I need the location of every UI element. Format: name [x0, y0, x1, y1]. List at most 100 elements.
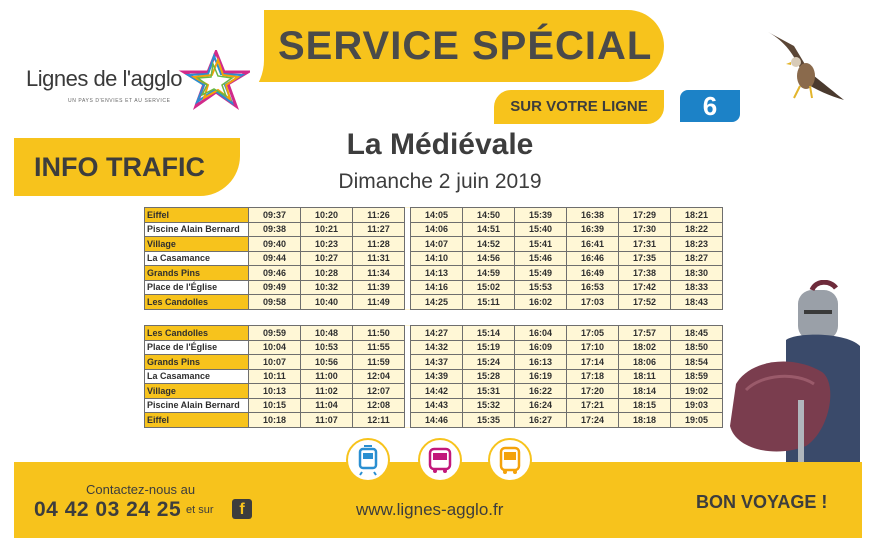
departure-time: 17:30 [618, 221, 671, 237]
website-link[interactable]: www.lignes-agglo.fr [356, 500, 504, 519]
stop-name: Grands Pins [144, 354, 249, 370]
timetable-outbound: Eiffel 09:37 10:20 11:26 14:05 14:50 15:39 16:3… [144, 207, 723, 310]
departure-time: 09:38 [248, 221, 301, 237]
line-number-badge: 6 [680, 90, 740, 122]
stop-name: Grands Pins [144, 265, 249, 281]
departure-time: 09:59 [248, 325, 301, 341]
eagle-illustration [768, 32, 844, 100]
departure-time: 17:20 [566, 383, 619, 399]
knight-illustration [730, 280, 860, 462]
departure-time: 18:02 [618, 339, 671, 355]
departure-time: 18:22 [670, 221, 723, 237]
departure-time: 11:31 [352, 250, 405, 266]
contact-label: Contactez-nous au [86, 482, 196, 497]
departure-time: 16:38 [566, 207, 619, 223]
departure-time: 17:38 [618, 265, 671, 281]
table-row: La Casamance 10:11 11:00 12:04 14:39 15:28 16:… [144, 368, 723, 384]
departure-time: 14:43 [410, 397, 463, 413]
departure-time: 11:34 [352, 265, 405, 281]
page-title: SERVICE SPÉCIAL [278, 24, 653, 68]
phone-number[interactable]: 04 42 03 24 25 [34, 498, 182, 521]
event-date: Dimanche 2 juin 2019 [338, 170, 542, 193]
departure-time: 18:11 [618, 368, 671, 384]
departure-time: 18:15 [618, 397, 671, 413]
departure-time: 14:13 [410, 265, 463, 281]
logo[interactable]: Lignes de l'agglo UN PAYS D'ENVIES ET AU… [14, 10, 264, 110]
departure-time: 17:10 [566, 339, 619, 355]
departure-time: 14:39 [410, 368, 463, 384]
departure-time: 17:29 [618, 207, 671, 223]
departure-time: 14:37 [410, 354, 463, 370]
departure-time: 17:35 [618, 250, 671, 266]
departure-time: 14:05 [410, 207, 463, 223]
departure-time: 14:25 [410, 294, 463, 310]
departure-time: 11:00 [300, 368, 353, 384]
departure-time: 10:20 [300, 207, 353, 223]
departure-time: 16:02 [514, 294, 567, 310]
coach-icon [488, 438, 532, 482]
departure-time: 15:32 [462, 397, 515, 413]
departure-time: 18:33 [670, 279, 723, 295]
departure-time: 18:50 [670, 339, 723, 355]
departure-time: 15:49 [514, 265, 567, 281]
stop-name: Eiffel [144, 412, 249, 428]
departure-time: 15:19 [462, 339, 515, 355]
departure-time: 12:07 [352, 383, 405, 399]
departure-time: 11:49 [352, 294, 405, 310]
et-sur-label: et sur [186, 504, 214, 516]
departure-time: 17:05 [566, 325, 619, 341]
departure-time: 15:28 [462, 368, 515, 384]
table-row: Les Candolles 09:58 10:40 11:49 14:25 15:11 16… [144, 294, 723, 310]
departure-time: 10:28 [300, 265, 353, 281]
star-logo-icon [178, 50, 250, 110]
departure-time: 09:46 [248, 265, 301, 281]
departure-time: 15:31 [462, 383, 515, 399]
stop-name: Piscine Alain Bernard [144, 397, 249, 413]
departure-time: 18:54 [670, 354, 723, 370]
departure-time: 14:07 [410, 236, 463, 252]
stop-name: Piscine Alain Bernard [144, 221, 249, 237]
departure-time: 14:51 [462, 221, 515, 237]
departure-time: 14:10 [410, 250, 463, 266]
departure-time: 16:04 [514, 325, 567, 341]
departure-time: 15:40 [514, 221, 567, 237]
departure-time: 17:18 [566, 368, 619, 384]
departure-time: 15:53 [514, 279, 567, 295]
stop-name: Eiffel [144, 207, 249, 223]
stop-name: Place de l'Église [144, 339, 249, 355]
departure-time: 09:37 [248, 207, 301, 223]
departure-time: 12:04 [352, 368, 405, 384]
departure-time: 16:22 [514, 383, 567, 399]
departure-time: 11:02 [300, 383, 353, 399]
departure-time: 11:50 [352, 325, 405, 341]
departure-time: 17:24 [566, 412, 619, 428]
event-title: La Médiévale [346, 128, 534, 161]
departure-time: 14:42 [410, 383, 463, 399]
table-row: Place de l'Église 10:04 10:53 11:55 14:32 15:… [144, 339, 723, 355]
departure-time: 10:23 [300, 236, 353, 252]
table-row: Les Candolles 09:59 10:48 11:50 14:27 15:14 16… [144, 325, 723, 341]
departure-time: 17:03 [566, 294, 619, 310]
departure-time: 11:04 [300, 397, 353, 413]
departure-time: 18:06 [618, 354, 671, 370]
departure-time: 10:18 [248, 412, 301, 428]
departure-time: 14:32 [410, 339, 463, 355]
info-trafic-label: INFO TRAFIC [14, 138, 240, 196]
departure-time: 14:16 [410, 279, 463, 295]
departure-time: 18:27 [670, 250, 723, 266]
departure-time: 10:07 [248, 354, 301, 370]
departure-time: 12:11 [352, 412, 405, 428]
departure-time: 14:52 [462, 236, 515, 252]
departure-time: 17:21 [566, 397, 619, 413]
departure-time: 14:50 [462, 207, 515, 223]
stop-name: Place de l'Église [144, 279, 249, 295]
stop-name: Village [144, 236, 249, 252]
table-row: Grands Pins 10:07 10:56 11:59 14:37 15:24 16:1… [144, 354, 723, 370]
departure-time: 11:26 [352, 207, 405, 223]
logo-tagline: UN PAYS D'ENVIES ET AU SERVICE [68, 98, 171, 104]
facebook-icon[interactable]: f [232, 499, 252, 519]
table-row: Piscine Alain Bernard 10:15 11:04 12:08 14:4… [144, 397, 723, 413]
departure-time: 17:57 [618, 325, 671, 341]
departure-time: 16:39 [566, 221, 619, 237]
departure-time: 10:11 [248, 368, 301, 384]
